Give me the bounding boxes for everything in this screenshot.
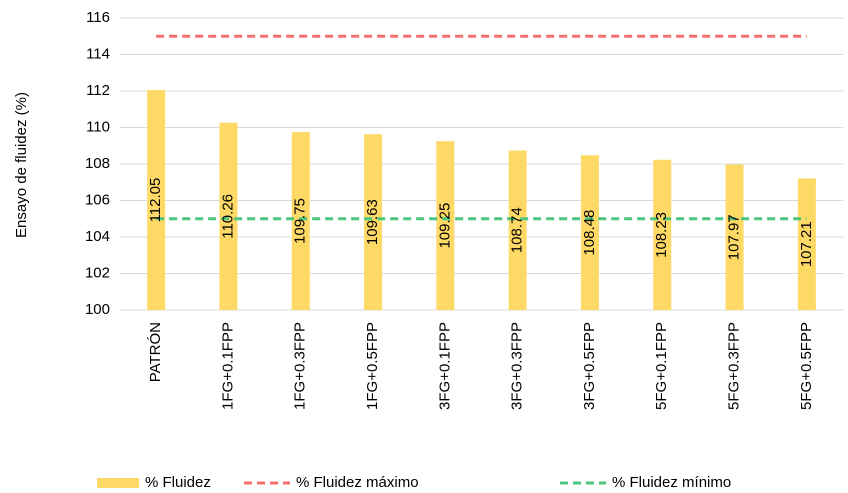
y-tick-label: 116 bbox=[86, 9, 110, 26]
bar bbox=[653, 159, 672, 310]
bar bbox=[364, 134, 383, 310]
y-tick-label: 104 bbox=[85, 228, 110, 245]
data-label: 107.21 bbox=[798, 221, 815, 267]
x-tick-label: PATRÓN bbox=[147, 322, 164, 382]
bar bbox=[725, 164, 744, 310]
y-tick-label: 114 bbox=[86, 45, 110, 62]
data-label: 109.25 bbox=[436, 203, 453, 249]
x-tick-label: 1FG+0.1FPP bbox=[219, 322, 236, 410]
bar bbox=[291, 132, 310, 310]
bar bbox=[580, 155, 599, 310]
data-label: 109.63 bbox=[364, 199, 381, 245]
legend-swatch bbox=[97, 478, 139, 488]
data-label: 110.26 bbox=[219, 194, 236, 239]
y-tick-label: 110 bbox=[86, 118, 110, 135]
x-tick-label: 3FG+0.5FPP bbox=[581, 322, 598, 410]
x-tick-label: 3FG+0.3FPP bbox=[509, 322, 526, 410]
data-label: 108.48 bbox=[581, 210, 598, 256]
data-label: 112.05 bbox=[147, 178, 164, 223]
x-tick-label: 1FG+0.5FPP bbox=[364, 322, 381, 410]
x-tick-label: 5FG+0.1FPP bbox=[653, 322, 670, 410]
y-tick-label: 106 bbox=[85, 191, 110, 208]
y-tick-label: 108 bbox=[85, 155, 110, 172]
x-tick-label: 3FG+0.1FPP bbox=[436, 322, 453, 410]
legend-label: % Fluidez mínimo bbox=[612, 474, 731, 491]
x-tick-label: 5FG+0.5FPP bbox=[798, 322, 815, 410]
y-tick-label: 112 bbox=[86, 82, 110, 99]
bar bbox=[797, 178, 816, 310]
data-label: 107.97 bbox=[726, 214, 743, 260]
y-axis-title: Ensayo de fluidez (%) bbox=[13, 92, 30, 238]
x-tick-label: 1FG+0.3FPP bbox=[292, 322, 309, 410]
data-label: 108.23 bbox=[653, 212, 670, 258]
legend-label: % Fluidez máximo bbox=[296, 474, 419, 491]
y-tick-label: 100 bbox=[85, 301, 110, 318]
bar bbox=[219, 122, 238, 310]
data-label: 109.75 bbox=[292, 198, 309, 244]
bar bbox=[436, 141, 455, 310]
data-label: 108.74 bbox=[509, 207, 526, 253]
bar bbox=[147, 90, 166, 311]
y-tick-label: 102 bbox=[85, 264, 110, 281]
x-tick-label: 5FG+0.3FPP bbox=[726, 322, 743, 410]
bar bbox=[508, 150, 527, 310]
legend-label: % Fluidez bbox=[145, 474, 211, 491]
